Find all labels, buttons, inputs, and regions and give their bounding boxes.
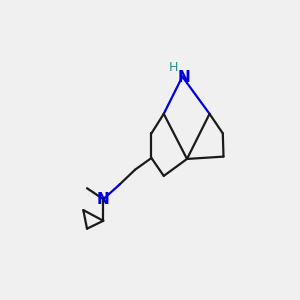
Text: N: N	[97, 192, 110, 207]
Text: H: H	[169, 61, 178, 74]
Text: N: N	[177, 70, 190, 85]
